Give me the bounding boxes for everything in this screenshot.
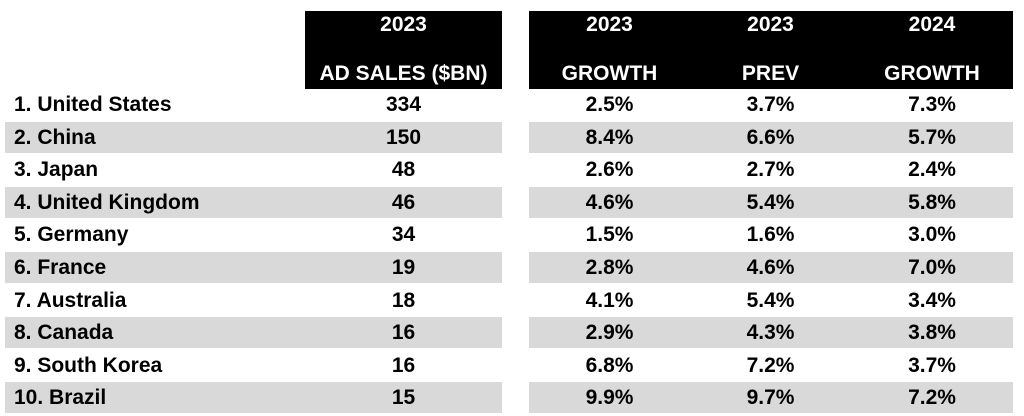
row-stripe	[529, 317, 1013, 348]
row-stripe	[529, 252, 1013, 283]
row-stripe	[5, 122, 502, 153]
table-row: 4. United Kingdom 46 4.6% 5.4% 5.8%	[0, 187, 1024, 218]
header-growth-2024-label: GROWTH	[884, 62, 980, 85]
country-name: 7. Australia	[14, 289, 127, 312]
header-growth-2023-year: 2023	[586, 13, 633, 36]
prev-2023-value: 5.4%	[746, 289, 795, 312]
country-name: 4. United Kingdom	[14, 191, 200, 214]
header-growth-2023: 2023 GROWTH	[529, 11, 690, 89]
ad-sales-value: 15	[391, 386, 416, 409]
growth-2024-value: 2.4%	[908, 158, 956, 181]
ad-sales-value: 48	[391, 158, 416, 181]
growth-2024-value: 7.0%	[908, 256, 956, 279]
growth-2024-value: 3.7%	[908, 354, 956, 377]
header-ad-sales: 2023 AD SALES ($BN)	[305, 11, 502, 89]
row-stripe	[529, 187, 1013, 218]
row-stripe	[5, 252, 502, 283]
prev-2023-value: 2.7%	[746, 158, 795, 181]
growth-2023-value: 4.6%	[585, 191, 634, 214]
row-stripe	[5, 382, 502, 413]
header-ad-sales-label: AD SALES ($BN)	[319, 62, 488, 85]
ad-sales-value: 334	[385, 93, 422, 116]
growth-2023-value: 4.1%	[585, 289, 634, 312]
header-prev-2023-year: 2023	[747, 13, 794, 36]
header-prev-2023-label: PREV	[741, 62, 800, 85]
table-row: 2. China 150 8.4% 6.6% 5.7%	[0, 122, 1024, 153]
country-name: 2. China	[14, 126, 96, 149]
growth-2023-value: 2.5%	[585, 93, 634, 116]
header-ad-sales-year: 2023	[380, 13, 427, 36]
country-name: 8. Canada	[14, 321, 114, 344]
ad-sales-value: 19	[391, 256, 416, 279]
country-name: 1. United States	[14, 93, 172, 116]
header-growth-2024: 2024 GROWTH	[851, 11, 1013, 89]
prev-2023-value: 7.2%	[746, 354, 795, 377]
prev-2023-value: 9.7%	[746, 386, 795, 409]
prev-2023-value: 4.6%	[746, 256, 795, 279]
prev-2023-value: 3.7%	[746, 93, 795, 116]
header-prev-2023: 2023 PREV	[690, 11, 851, 89]
growth-2024-value: 3.4%	[908, 289, 956, 312]
prev-2023-value: 4.3%	[746, 321, 795, 344]
header-growth-2023-label: GROWTH	[561, 62, 658, 85]
country-name: 9. South Korea	[14, 354, 163, 377]
prev-2023-value: 6.6%	[746, 126, 795, 149]
ad-sales-value: 34	[391, 223, 416, 246]
ad-sales-value: 16	[391, 354, 416, 377]
table-row: 7. Australia 18 4.1% 5.4% 3.4%	[0, 285, 1024, 316]
growth-2023-value: 9.9%	[585, 386, 634, 409]
country-name: 10. Brazil	[14, 386, 107, 409]
growth-2023-value: 8.4%	[585, 126, 634, 149]
growth-2024-value: 7.2%	[908, 386, 956, 409]
row-stripe	[5, 187, 502, 218]
ad-sales-value: 16	[391, 321, 416, 344]
ad-sales-value: 150	[385, 126, 422, 149]
table-row: 3. Japan 48 2.6% 2.7% 2.4%	[0, 154, 1024, 185]
row-stripe	[529, 382, 1013, 413]
growth-2023-value: 2.8%	[585, 256, 634, 279]
growth-2024-value: 3.0%	[908, 223, 956, 246]
table-row: 10. Brazil 15 9.9% 9.7% 7.2%	[0, 382, 1024, 413]
growth-2024-value: 5.7%	[908, 126, 956, 149]
table-row: 5. Germany 34 1.5% 1.6% 3.0%	[0, 219, 1024, 250]
growth-2023-value: 1.5%	[585, 223, 634, 246]
table-row: 1. United States 334 2.5% 3.7% 7.3%	[0, 89, 1024, 120]
header-growth-2024-year: 2024	[908, 13, 956, 36]
growth-2024-value: 3.8%	[908, 321, 956, 344]
country-name: 5. Germany	[14, 223, 129, 246]
prev-2023-value: 5.4%	[746, 191, 795, 214]
header-growth-group: 2023 GROWTH 2023 PREV 2024 GROWTH	[529, 11, 1013, 89]
row-stripe	[5, 317, 502, 348]
row-stripe	[529, 122, 1013, 153]
prev-2023-value: 1.6%	[746, 223, 795, 246]
ad-sales-value: 18	[391, 289, 416, 312]
country-name: 3. Japan	[14, 158, 99, 181]
growth-2023-value: 2.6%	[585, 158, 634, 181]
table-row: 8. Canada 16 2.9% 4.3% 3.8%	[0, 317, 1024, 348]
growth-2024-value: 7.3%	[908, 93, 956, 116]
country-name: 6. France	[14, 256, 107, 279]
ad-sales-value: 46	[391, 191, 416, 214]
table-row: 9. South Korea 16 6.8% 7.2% 3.7%	[0, 350, 1024, 381]
table-row: 6. France 19 2.8% 4.6% 7.0%	[0, 252, 1024, 283]
growth-2023-value: 2.9%	[585, 321, 634, 344]
growth-2024-value: 5.8%	[908, 191, 956, 214]
growth-2023-value: 6.8%	[585, 354, 634, 377]
